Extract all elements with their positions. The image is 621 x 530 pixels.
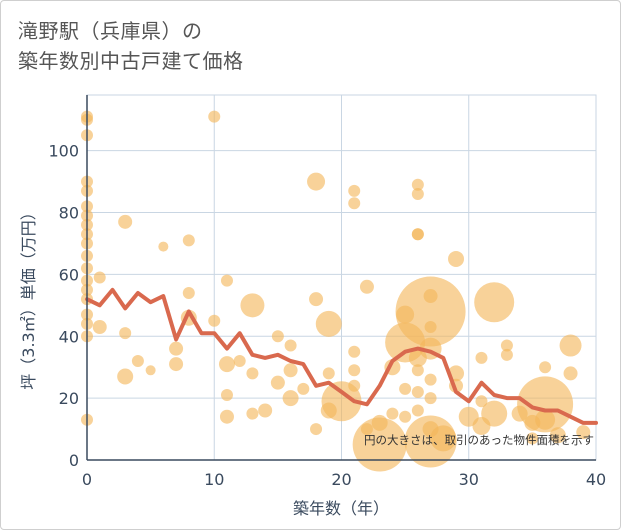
data-point	[424, 392, 437, 405]
x-tick-label: 10	[204, 470, 224, 489]
data-point	[352, 417, 407, 472]
data-point	[424, 320, 437, 333]
data-point	[411, 364, 424, 377]
data-point	[430, 425, 457, 452]
data-point	[559, 334, 582, 357]
axes: 0 20 40 60 80 100 0 10 20 30 40	[48, 95, 606, 489]
y-axis-label: 坪（3.3㎡）単価（万円）	[19, 204, 38, 389]
bubble-size-note: 円の大きさは、取引のあった物件面積を示す	[364, 433, 594, 447]
data-point	[220, 389, 233, 402]
data-point	[158, 241, 169, 252]
data-point	[348, 364, 361, 377]
data-point	[169, 357, 184, 372]
data-point	[246, 407, 259, 420]
data-point	[208, 110, 221, 123]
y-tick-label: 40	[59, 327, 79, 346]
y-tick-label: 100	[48, 142, 79, 161]
data-point	[321, 381, 362, 422]
x-tick-label: 20	[331, 470, 351, 489]
y-tick-label: 80	[59, 204, 79, 223]
data-point	[411, 228, 424, 241]
data-point	[119, 327, 132, 340]
data-point	[182, 234, 195, 247]
data-point	[145, 365, 156, 376]
x-tick-label: 40	[586, 470, 606, 489]
x-axis-label: 築年数（年）	[293, 499, 389, 518]
data-point	[549, 427, 566, 444]
data-point	[395, 276, 466, 347]
data-point	[131, 355, 144, 368]
data-point	[386, 407, 399, 420]
data-point	[539, 361, 552, 374]
y-tick-label: 0	[69, 451, 79, 470]
data-point	[218, 356, 235, 373]
data-point	[475, 351, 488, 364]
data-point	[399, 410, 412, 423]
data-point	[348, 184, 361, 197]
data-point	[310, 423, 323, 436]
bubble-layer	[81, 110, 591, 472]
chart-title: 滝野駅（兵庫県）の 築年数別中古戸建て価格	[18, 16, 244, 76]
average-price-line	[85, 287, 598, 425]
data-point	[399, 382, 412, 395]
y-tick-label: 60	[59, 265, 79, 284]
data-point	[92, 319, 107, 334]
data-point	[309, 292, 324, 307]
x-tick-label: 30	[459, 470, 479, 489]
data-point	[411, 385, 424, 398]
data-point	[500, 348, 513, 361]
data-point	[246, 367, 259, 380]
data-point	[258, 403, 273, 418]
title-line-2: 築年数別中古戸建て価格	[18, 49, 244, 73]
data-point	[283, 363, 298, 378]
data-point	[348, 197, 361, 210]
data-point	[475, 395, 488, 408]
data-point	[576, 425, 591, 440]
average-line-layer	[85, 287, 598, 425]
data-point	[526, 432, 539, 445]
data-point	[448, 250, 465, 267]
data-point	[271, 330, 284, 343]
data-point	[359, 279, 374, 294]
data-point	[93, 271, 106, 284]
title-line-1: 滝野駅（兵庫県）の	[18, 19, 203, 43]
data-point	[117, 368, 134, 385]
data-point	[270, 375, 285, 390]
data-point	[474, 282, 515, 323]
data-point	[411, 178, 424, 191]
data-point	[284, 339, 297, 352]
data-point	[535, 409, 556, 430]
data-point	[169, 341, 184, 356]
data-point	[315, 310, 342, 337]
data-point	[411, 404, 424, 417]
data-point	[233, 355, 246, 368]
data-point	[500, 339, 513, 352]
data-point	[118, 214, 133, 229]
data-point	[348, 345, 361, 358]
data-point	[182, 286, 195, 299]
data-point	[240, 293, 265, 318]
data-point	[563, 366, 578, 381]
data-point	[424, 373, 437, 386]
data-point	[481, 400, 508, 427]
data-point	[219, 409, 234, 424]
data-point	[208, 314, 221, 327]
data-point	[517, 376, 574, 433]
x-tick-label: 0	[82, 470, 92, 489]
y-tick-label: 20	[59, 389, 79, 408]
data-point	[322, 367, 335, 380]
data-point	[282, 390, 299, 407]
data-point	[297, 382, 310, 395]
data-point	[411, 187, 424, 200]
data-point	[220, 274, 233, 287]
data-point	[307, 172, 326, 191]
data-point	[348, 379, 361, 392]
